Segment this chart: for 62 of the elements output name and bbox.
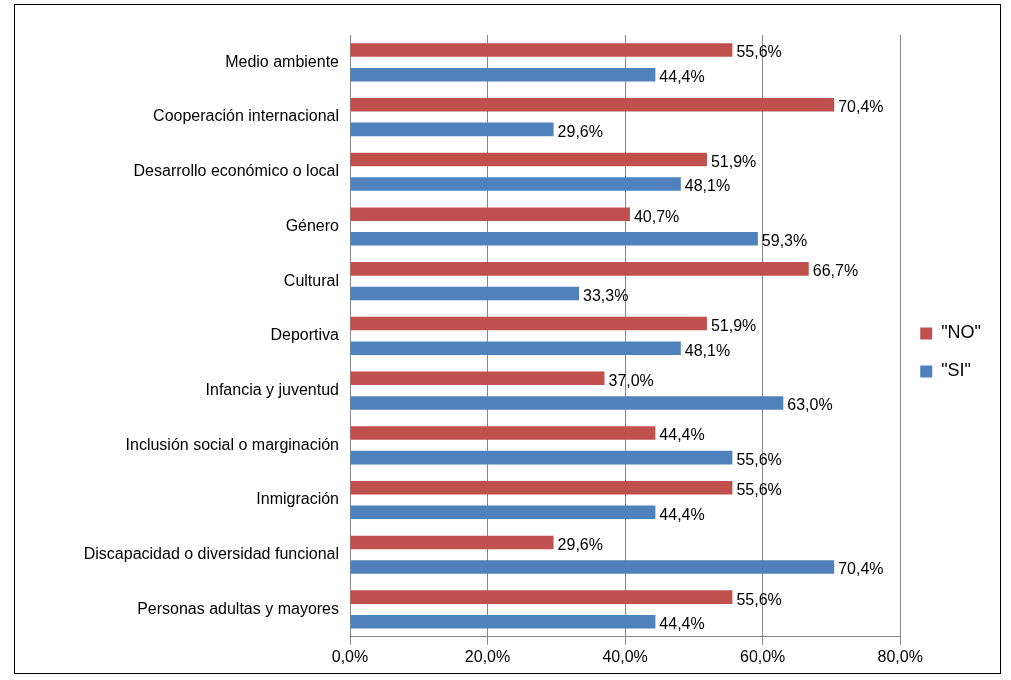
data-label: 55,6%	[736, 481, 782, 499]
data-label: 29,6%	[557, 122, 603, 140]
bar	[350, 262, 809, 276]
bar	[350, 177, 681, 191]
data-label: 48,1%	[684, 177, 731, 195]
bar	[350, 122, 554, 137]
bar	[350, 560, 835, 574]
bar	[350, 152, 707, 167]
data-label: 33,3%	[583, 286, 629, 304]
data-label: 44,4%	[659, 426, 705, 444]
data-label: 51,9%	[710, 152, 757, 170]
y-tick-label: Cooperación internacional	[153, 107, 339, 125]
legend-label: "NO"	[941, 322, 981, 343]
data-label: 55,6%	[736, 451, 782, 469]
y-tick-label: Deportiva	[270, 326, 340, 344]
bar	[350, 535, 554, 550]
x-tick-label: 40,0%	[602, 647, 648, 665]
data-label: 44,4%	[659, 68, 705, 86]
legend-label: "SI"	[941, 360, 972, 381]
data-label: 55,6%	[736, 43, 782, 61]
bar	[350, 341, 681, 355]
y-tick-label: Desarrollo económico o local	[133, 162, 339, 180]
bar	[350, 590, 733, 604]
y-tick-label: Cultural	[283, 271, 339, 289]
y-tick-label: Medio ambiente	[225, 52, 340, 70]
data-label: 37,0%	[608, 371, 654, 389]
data-label: 48,1%	[684, 341, 731, 359]
data-label: 44,4%	[659, 505, 705, 523]
bar	[350, 286, 580, 301]
bar	[350, 43, 733, 57]
x-tick-label: 0,0%	[331, 647, 369, 665]
bar	[350, 505, 656, 520]
bar	[350, 316, 707, 331]
y-tick-label: Inclusión social o marginación	[125, 435, 339, 453]
bar	[350, 426, 656, 440]
x-tick-label: 80,0%	[877, 647, 923, 665]
data-label: 55,6%	[736, 590, 782, 608]
data-label: 44,4%	[659, 615, 705, 633]
x-tick-label: 20,0%	[464, 647, 511, 665]
y-tick-label: Personas adultas y mayores	[137, 599, 339, 617]
data-label: 59,3%	[761, 232, 808, 250]
data-label: 40,7%	[633, 207, 680, 225]
data-label: 51,9%	[710, 317, 757, 334]
bar	[350, 371, 605, 386]
bar	[350, 232, 758, 246]
x-tick-label: 60,0%	[739, 647, 786, 665]
bar	[350, 207, 630, 221]
bar	[350, 450, 733, 465]
bar	[350, 480, 733, 495]
bar	[350, 97, 835, 112]
y-tick-label: Infancia y juventud	[205, 381, 339, 399]
y-tick-label: Inmigración	[256, 490, 339, 508]
y-tick-label: Discapacidad o diversidad funcional	[83, 545, 339, 563]
bar	[350, 67, 656, 82]
bar	[350, 396, 784, 410]
data-label: 66,7%	[812, 262, 859, 280]
bar	[350, 614, 656, 629]
y-tick-label: Género	[285, 216, 340, 234]
data-label: 70,4%	[838, 560, 884, 578]
data-label: 29,6%	[557, 535, 603, 553]
data-label: 70,4%	[838, 98, 884, 116]
data-label: 63,0%	[787, 396, 833, 414]
